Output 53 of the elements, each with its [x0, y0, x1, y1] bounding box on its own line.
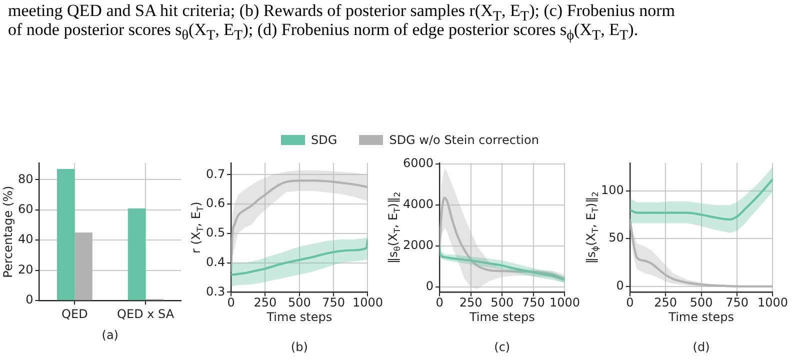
y-tick-label: 100: [601, 182, 624, 197]
x-tick-label: 1000: [757, 296, 788, 310]
y-tick-label: 0.5: [206, 226, 226, 240]
x-axis-title: Time steps: [266, 310, 332, 324]
y-axis-title: ‖sϕ(XT, ET)‖2: [584, 192, 600, 264]
x-tick-label: 750: [322, 296, 346, 310]
x-axis-title: Time steps: [468, 310, 535, 324]
y-tick-label: 0.3: [206, 284, 226, 298]
x-tick-label: 0: [436, 296, 444, 310]
text: (a): [100, 328, 120, 342]
x-tick-label: 250: [459, 296, 482, 310]
y-tick-label: 0: [616, 278, 624, 293]
x-tick-label: 750: [726, 296, 748, 310]
x-tick-label: 250: [654, 296, 678, 310]
y-axis-title: ‖sθ(XT, ET)‖2: [386, 192, 402, 264]
y-tick-label: 6000: [402, 156, 434, 170]
line-series: [630, 178, 773, 221]
y-axis-title: r (XT, ET): [189, 202, 205, 254]
y-tick-label: 0.6: [206, 196, 226, 210]
legend-label: SDG: [311, 133, 338, 147]
text: (b): [290, 340, 309, 354]
x-tick-label: 500: [690, 296, 713, 310]
y-axis-title: Percentage (%): [1, 186, 16, 278]
line-series: [231, 180, 368, 273]
y-tick-label: 80: [18, 172, 34, 186]
x-tick-label: 0: [227, 296, 235, 310]
y-tick-label: 2000: [402, 238, 434, 252]
y-tick-label: 0.7: [206, 166, 226, 181]
y-tick-label: 0.4: [206, 254, 226, 269]
x-tick-label: QED x SA: [117, 306, 175, 321]
y-tick-label: 60: [18, 202, 34, 216]
y-tick-label: 0: [426, 279, 434, 294]
x-tick-label: QED: [62, 306, 88, 321]
line-series: [231, 238, 368, 276]
x-tick-label: 500: [288, 296, 311, 310]
x-tick-label: 250: [254, 296, 277, 310]
x-tick-label: 1000: [549, 296, 580, 310]
text: (c): [493, 340, 512, 354]
bar: [56, 169, 75, 300]
line-series: [440, 196, 565, 280]
text: (d): [692, 340, 711, 354]
x-tick-label: 750: [522, 296, 545, 310]
y-tick-label: 50: [608, 230, 624, 245]
x-tick-label: 0: [626, 296, 634, 310]
bar: [128, 208, 146, 300]
y-tick-label: 40: [18, 232, 34, 246]
bar: [74, 232, 92, 300]
y-tick-label: 4000: [402, 197, 434, 212]
legend-label: SDG w/o Stein correction: [389, 133, 539, 147]
x-tick-label: 1000: [352, 296, 384, 310]
x-tick-label: 500: [490, 296, 514, 310]
x-axis-title: Time steps: [668, 310, 734, 324]
y-tick-label: 20: [18, 262, 34, 276]
